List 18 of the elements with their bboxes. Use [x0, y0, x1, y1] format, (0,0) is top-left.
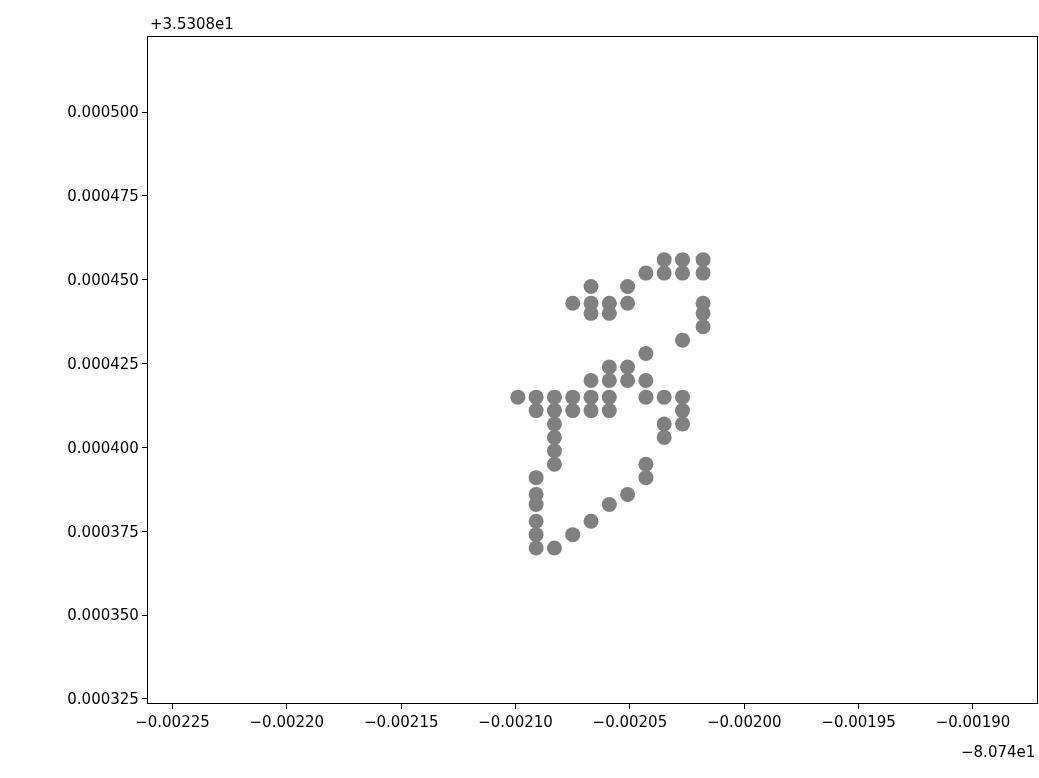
- x-tick-label: −0.00190: [935, 713, 1011, 732]
- y-tick-label: 0.000350: [67, 606, 139, 625]
- y-tick-label: 0.000325: [67, 690, 139, 709]
- x-tick-label: −0.00215: [363, 713, 439, 732]
- x-tick-label: −0.00205: [592, 713, 668, 732]
- x-tick-label: −0.00220: [249, 713, 325, 732]
- x-tick-label: −0.00225: [135, 713, 210, 732]
- x-tick-label: −0.00200: [706, 713, 782, 732]
- y-tick-label: 0.000475: [67, 187, 139, 206]
- x-tick-label: −0.00195: [821, 713, 896, 732]
- y-tick-label: 0.000400: [67, 438, 139, 457]
- y-tick-label: 0.000500: [67, 103, 139, 122]
- text: −8.074e1: [961, 743, 1036, 761]
- y-tick-label: 0.000425: [67, 354, 139, 373]
- x-tick-label: −0.00210: [478, 713, 553, 732]
- y-tick-label: 0.000375: [67, 522, 139, 541]
- y-tick-label: 0.000450: [67, 271, 139, 290]
- text: +3.5308e1: [150, 15, 234, 33]
